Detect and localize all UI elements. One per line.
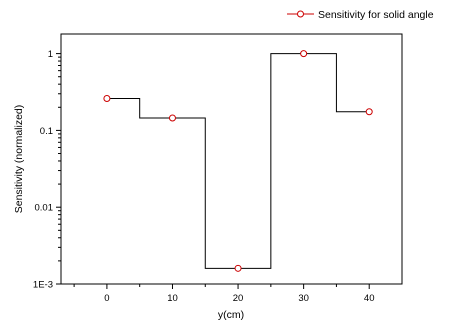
x-tick-label: 0 [104, 293, 109, 304]
legend-marker [297, 10, 304, 18]
data-point [365, 108, 373, 116]
y-axis-title: Sensitivity (normalized) [13, 105, 25, 214]
data-point [300, 50, 308, 58]
data-point [234, 264, 242, 272]
y-axis-ticks: 1E-3 0.01 0.1 1 [33, 49, 61, 291]
x-tick-label: 40 [364, 293, 375, 304]
x-axis-title: y(cm) [218, 309, 244, 321]
plot-frame [60, 33, 403, 285]
x-tick-label: 10 [167, 293, 178, 304]
series-layer [103, 50, 373, 272]
legend-label: Sensitivity for solid angle [318, 9, 434, 21]
x-axis-ticks: 0 10 20 30 40 [73, 284, 375, 304]
data-point [103, 95, 111, 103]
data-point [168, 114, 176, 122]
x-tick-label: 20 [233, 293, 244, 304]
y-tick-label: 0.1 [40, 126, 53, 137]
y-tick-label: 1E-3 [33, 280, 53, 291]
y-tick-label: 1 [48, 49, 53, 60]
series-step-line [106, 53, 370, 269]
legend: Sensitivity for solid angle [287, 9, 434, 21]
y-tick-label: 0.01 [35, 203, 54, 214]
x-tick-label: 30 [298, 293, 309, 304]
